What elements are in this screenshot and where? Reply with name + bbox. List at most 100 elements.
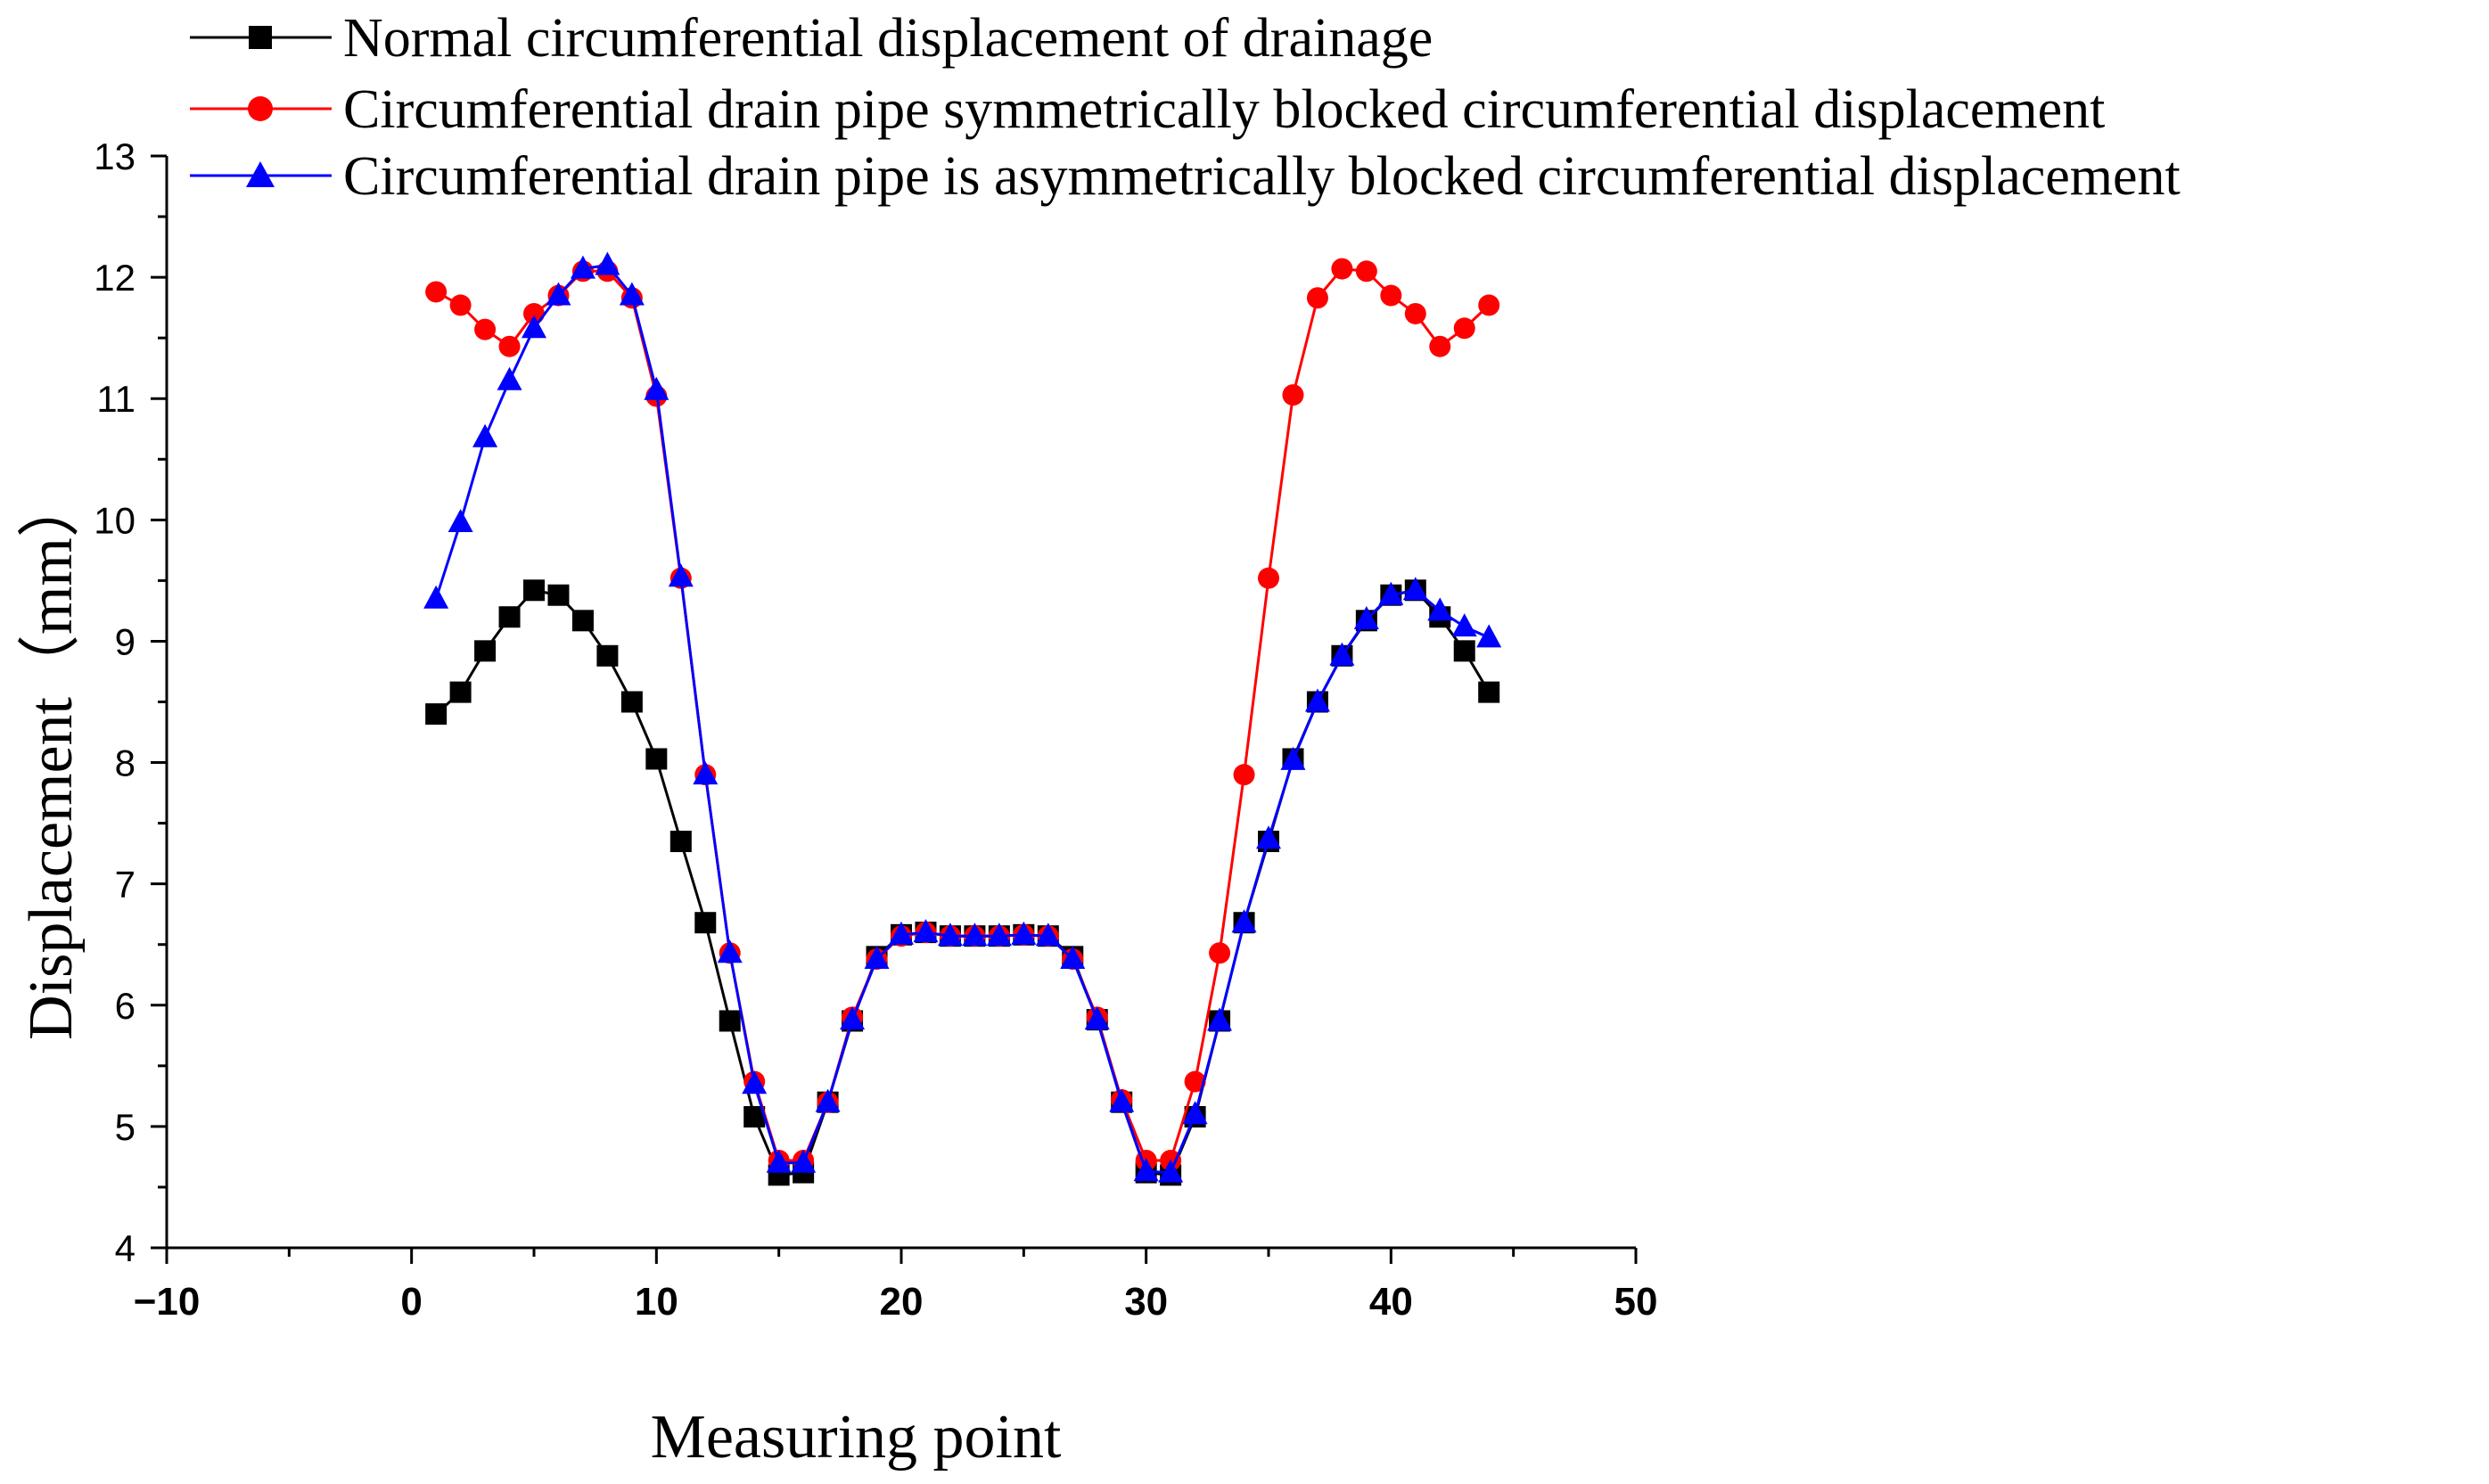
- data-point-asymmetric: [1182, 1101, 1208, 1125]
- legend-label-asymmetric: Circumferential drain pipe is asymmetric…: [343, 146, 2181, 207]
- x-tick-label: 40: [1369, 1280, 1413, 1324]
- legend: Normal circumferential displacement of d…: [190, 8, 2181, 207]
- series-line-asymmetric: [434, 263, 1490, 1175]
- data-point-normal: [571, 610, 594, 632]
- data-point-asymmetric: [595, 251, 620, 275]
- data-point-asymmetric: [423, 585, 449, 609]
- x-tick-label: −10: [134, 1280, 201, 1324]
- x-tick-label: 20: [880, 1280, 924, 1324]
- data-point-asymmetric: [1207, 1007, 1233, 1031]
- data-point-asymmetric: [497, 366, 522, 390]
- data-point-symmetric: [1184, 1070, 1206, 1093]
- data-point-symmetric: [1258, 567, 1279, 589]
- y-tick-label: 5: [115, 1106, 136, 1148]
- data-point-asymmetric: [913, 919, 939, 943]
- y-tick-label: 9: [115, 620, 136, 662]
- data-point-symmetric: [498, 335, 521, 357]
- data-point-asymmetric: [1353, 605, 1379, 629]
- data-point-asymmetric: [1158, 1159, 1184, 1183]
- x-ticks: −10 0 10 20 30 40 50: [134, 1248, 1658, 1324]
- data-point-asymmetric: [644, 376, 669, 400]
- series-layer: [423, 251, 1502, 1186]
- data-point-asymmetric: [766, 1149, 792, 1173]
- y-tick-label: 10: [94, 499, 136, 541]
- y-tick-label: 8: [115, 742, 136, 784]
- data-point-asymmetric: [1304, 688, 1330, 712]
- data-point-asymmetric: [1256, 825, 1281, 849]
- y-tick-label: 6: [115, 985, 136, 1027]
- y-tick-label: 4: [115, 1227, 136, 1269]
- data-point-symmetric: [449, 294, 472, 316]
- legend-marker-asymmetric: [246, 161, 275, 187]
- data-point-asymmetric: [1378, 581, 1404, 605]
- data-point-asymmetric: [1084, 1006, 1110, 1030]
- data-point-asymmetric: [717, 939, 743, 963]
- data-point-asymmetric: [889, 921, 914, 945]
- legend-marker-symmetric: [248, 96, 273, 121]
- data-point-asymmetric: [1329, 642, 1355, 666]
- data-point-symmetric: [1282, 384, 1304, 406]
- data-point-symmetric: [1478, 294, 1500, 316]
- data-point-asymmetric: [1011, 921, 1037, 945]
- data-point-asymmetric: [962, 922, 988, 947]
- data-point-asymmetric: [986, 922, 1012, 947]
- data-point-asymmetric: [1133, 1158, 1159, 1182]
- data-point-asymmetric: [1060, 946, 1086, 970]
- data-point-normal: [694, 912, 717, 934]
- legend-label-normal: Normal circumferential displacement of d…: [343, 8, 1433, 69]
- data-point-asymmetric: [693, 761, 719, 785]
- x-axis-title: Measuring point: [651, 1403, 1062, 1472]
- series-asymmetric: [423, 251, 1502, 1183]
- data-point-asymmetric: [1035, 922, 1061, 947]
- data-point-normal: [498, 606, 521, 628]
- data-point-asymmetric: [619, 282, 645, 306]
- y-tick-label: 12: [94, 257, 136, 299]
- y-tick-label: 11: [96, 378, 136, 420]
- data-point-symmetric: [1209, 942, 1231, 964]
- data-point-asymmetric: [1402, 577, 1428, 601]
- series-symmetric: [425, 258, 1500, 1171]
- data-point-symmetric: [1355, 260, 1377, 283]
- legend-label-symmetric: Circumferential drain pipe symmetrically…: [343, 79, 2105, 140]
- data-point-normal: [474, 640, 497, 662]
- data-point-normal: [1453, 640, 1475, 662]
- data-point-asymmetric: [815, 1088, 841, 1112]
- data-point-asymmetric: [668, 563, 694, 587]
- axes: −10 0 10 20 30 40 50 4 5 6 7 8 9 10 11 12 13: [94, 135, 1657, 1324]
- y-axis-title: Displacement（mm）: [17, 475, 86, 1040]
- legend-entry-symmetric: Circumferential drain pipe symmetrically…: [190, 79, 2105, 140]
- data-point-symmetric: [1429, 335, 1451, 357]
- data-point-asymmetric: [791, 1149, 817, 1173]
- data-point-normal: [620, 691, 643, 713]
- data-point-asymmetric: [937, 922, 963, 947]
- x-tick-label: 50: [1614, 1280, 1658, 1324]
- legend-marker-normal: [249, 26, 272, 49]
- data-point-asymmetric: [840, 1006, 866, 1030]
- data-point-normal: [425, 703, 448, 726]
- x-tick-label: 0: [400, 1280, 422, 1324]
- data-point-symmetric: [474, 318, 497, 340]
- data-point-normal: [719, 1010, 741, 1032]
- data-point-asymmetric: [472, 423, 498, 447]
- data-point-normal: [645, 748, 668, 770]
- data-point-asymmetric: [1280, 746, 1306, 770]
- series-line-symmetric: [435, 267, 1491, 1162]
- data-point-asymmetric: [1451, 613, 1477, 637]
- y-ticks: 4 5 6 7 8 9 10 11 12 13: [94, 135, 167, 1269]
- data-point-normal: [547, 584, 570, 606]
- data-point-normal: [596, 644, 619, 667]
- data-point-asymmetric: [1231, 909, 1257, 933]
- data-point-asymmetric: [742, 1070, 768, 1095]
- data-point-symmetric: [425, 281, 448, 303]
- y-tick-label: 13: [94, 135, 136, 177]
- data-point-normal: [669, 831, 692, 853]
- data-point-asymmetric: [1427, 597, 1453, 621]
- data-point-symmetric: [1380, 284, 1402, 307]
- data-point-asymmetric: [546, 282, 571, 306]
- data-point-symmetric: [1306, 287, 1328, 309]
- data-point-normal: [1478, 681, 1500, 703]
- x-tick-label: 30: [1124, 1280, 1168, 1324]
- data-point-asymmetric: [864, 946, 890, 970]
- series-normal: [425, 579, 1500, 1186]
- data-point-symmetric: [1331, 258, 1353, 280]
